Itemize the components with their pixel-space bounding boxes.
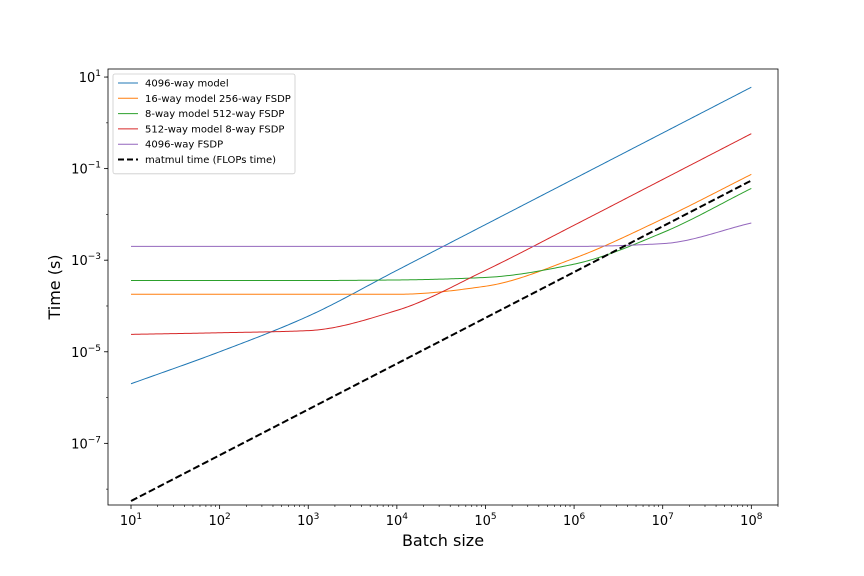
y-tick-label: 101 <box>79 69 101 86</box>
legend-label: 4096-way FSDP <box>145 140 223 151</box>
series-line-5 <box>130 179 752 502</box>
series-line-4 <box>131 222 752 247</box>
y-tick-label: 10−7 <box>71 435 101 452</box>
x-tick-label: 105 <box>474 512 496 529</box>
legend-label: 512-way model 8-way FSDP <box>145 124 284 135</box>
y-axis: 101 10−1 10−3 10−5 10−7 <box>71 69 108 490</box>
x-axis: 101 102 103 104 105 106 107 108 <box>120 505 779 529</box>
x-tick-label: 102 <box>208 512 230 529</box>
y-tick-label: 10−1 <box>71 161 101 178</box>
legend: 4096-way model 16-way model 256-way FSDP 8… <box>112 73 296 175</box>
x-tick-label: 103 <box>297 512 319 529</box>
x-tick-label: 104 <box>386 512 409 529</box>
series-line-2 <box>131 187 752 282</box>
x-axis-label: Batch size <box>402 531 484 550</box>
y-tick-label: 10−3 <box>71 252 101 269</box>
legend-label: matmul time (FLOPs time) <box>145 155 276 166</box>
legend-frame <box>112 73 296 175</box>
legend-label: 4096-way model <box>145 79 229 90</box>
x-tick-label: 107 <box>652 512 674 529</box>
y-tick-label: 10−5 <box>71 344 101 361</box>
series-line-0 <box>130 86 752 385</box>
y-axis-label: Time (s) <box>45 254 64 320</box>
x-tick-label: 101 <box>120 512 142 529</box>
x-tick-label: 106 <box>563 512 586 529</box>
legend-label: 16-way model 256-way FSDP <box>145 94 291 105</box>
series-layer <box>130 86 752 502</box>
x-tick-label: 108 <box>740 512 763 529</box>
legend-label: 8-way model 512-way FSDP <box>145 109 284 120</box>
series-line-3 <box>131 133 752 335</box>
